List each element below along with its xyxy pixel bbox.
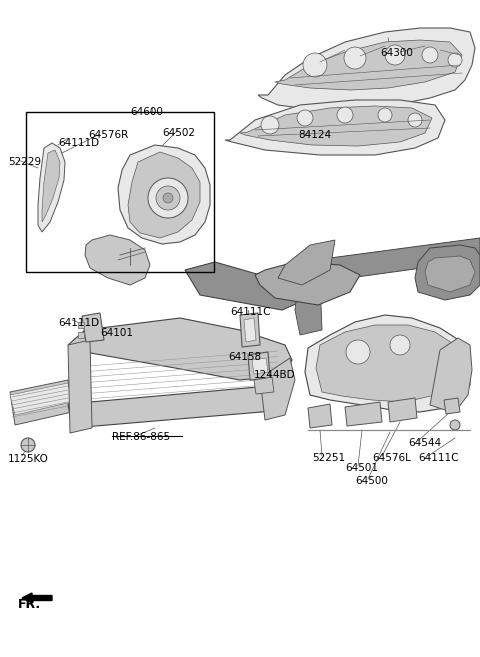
Text: 64111D: 64111D bbox=[58, 138, 99, 148]
Polygon shape bbox=[185, 262, 305, 310]
FancyArrow shape bbox=[22, 593, 52, 603]
Text: 64576L: 64576L bbox=[372, 453, 411, 463]
Polygon shape bbox=[240, 106, 432, 146]
Polygon shape bbox=[260, 358, 295, 420]
Polygon shape bbox=[308, 404, 332, 428]
Text: 64544: 64544 bbox=[408, 438, 441, 448]
Circle shape bbox=[148, 178, 188, 218]
Text: 64300: 64300 bbox=[380, 48, 413, 58]
Polygon shape bbox=[255, 262, 360, 305]
Polygon shape bbox=[330, 238, 480, 280]
Circle shape bbox=[297, 110, 313, 126]
Text: 64500: 64500 bbox=[355, 476, 388, 486]
Circle shape bbox=[344, 47, 366, 69]
Text: 64111C: 64111C bbox=[230, 307, 271, 317]
Polygon shape bbox=[68, 340, 92, 433]
Circle shape bbox=[346, 340, 370, 364]
Polygon shape bbox=[278, 240, 335, 285]
Circle shape bbox=[385, 45, 405, 65]
Circle shape bbox=[21, 438, 35, 452]
Polygon shape bbox=[415, 245, 480, 300]
Polygon shape bbox=[42, 150, 60, 222]
Polygon shape bbox=[78, 332, 84, 338]
Polygon shape bbox=[295, 280, 322, 335]
Text: 64576R: 64576R bbox=[88, 130, 128, 140]
Text: FR.: FR. bbox=[18, 598, 41, 611]
Circle shape bbox=[163, 193, 173, 203]
Circle shape bbox=[408, 113, 422, 127]
Polygon shape bbox=[78, 322, 84, 328]
Polygon shape bbox=[10, 383, 72, 415]
Polygon shape bbox=[82, 313, 104, 342]
Polygon shape bbox=[85, 235, 150, 285]
Circle shape bbox=[422, 47, 438, 63]
Text: 64111D: 64111D bbox=[58, 318, 99, 328]
Polygon shape bbox=[305, 315, 470, 412]
Text: 64101: 64101 bbox=[100, 328, 133, 338]
Polygon shape bbox=[248, 352, 270, 380]
Circle shape bbox=[303, 53, 327, 77]
Text: 64158: 64158 bbox=[228, 352, 261, 362]
Circle shape bbox=[450, 420, 460, 430]
Polygon shape bbox=[258, 28, 475, 110]
Circle shape bbox=[390, 335, 410, 355]
Circle shape bbox=[337, 107, 353, 123]
Text: 64600: 64600 bbox=[130, 107, 163, 117]
Polygon shape bbox=[118, 145, 210, 244]
Polygon shape bbox=[425, 256, 475, 292]
Polygon shape bbox=[68, 318, 292, 380]
Polygon shape bbox=[345, 402, 382, 426]
Polygon shape bbox=[254, 377, 274, 394]
Polygon shape bbox=[244, 318, 256, 342]
Polygon shape bbox=[10, 380, 72, 425]
Polygon shape bbox=[240, 313, 260, 347]
Text: 64501: 64501 bbox=[345, 463, 378, 473]
Text: 1125KO: 1125KO bbox=[8, 454, 49, 464]
Circle shape bbox=[448, 53, 462, 67]
Text: 52229: 52229 bbox=[8, 157, 41, 167]
Text: 84124: 84124 bbox=[298, 130, 331, 140]
Polygon shape bbox=[388, 398, 417, 422]
Polygon shape bbox=[444, 398, 460, 414]
Circle shape bbox=[378, 108, 392, 122]
Polygon shape bbox=[128, 152, 200, 238]
Polygon shape bbox=[275, 40, 462, 90]
Circle shape bbox=[156, 186, 180, 210]
Bar bbox=[26, 112, 214, 272]
Text: 52251: 52251 bbox=[312, 453, 345, 463]
Text: 64111C: 64111C bbox=[418, 453, 458, 463]
Polygon shape bbox=[316, 325, 462, 402]
Polygon shape bbox=[252, 358, 268, 374]
Text: 1244BD: 1244BD bbox=[254, 370, 296, 380]
Circle shape bbox=[261, 116, 279, 134]
Polygon shape bbox=[225, 100, 445, 155]
Polygon shape bbox=[430, 338, 472, 410]
Polygon shape bbox=[68, 385, 285, 428]
Text: REF.86-865: REF.86-865 bbox=[112, 432, 170, 442]
Polygon shape bbox=[38, 143, 65, 232]
Text: 64502: 64502 bbox=[162, 128, 195, 138]
